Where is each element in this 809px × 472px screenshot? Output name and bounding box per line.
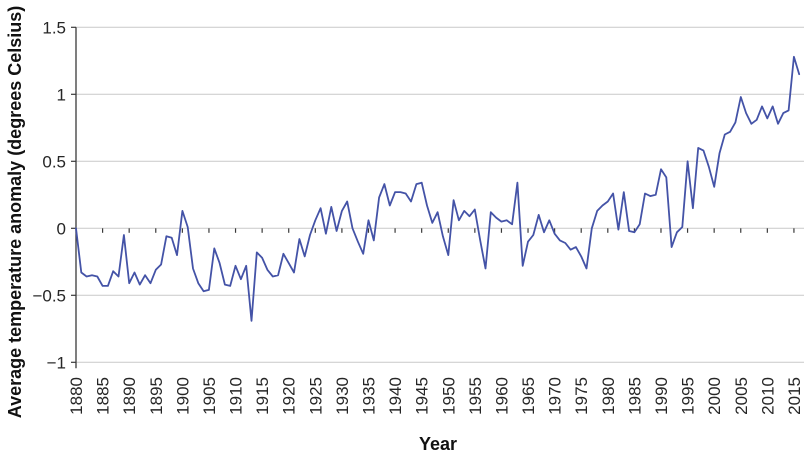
x-tick-label: 1950 bbox=[439, 377, 458, 415]
x-tick-label: 1985 bbox=[625, 377, 644, 415]
x-tick-label: 1905 bbox=[200, 377, 219, 415]
x-tick-label: 1935 bbox=[360, 377, 379, 415]
x-tick-label: 2000 bbox=[705, 377, 724, 415]
x-tick-label: 1920 bbox=[280, 377, 299, 415]
y-tick-label: 0.5 bbox=[42, 152, 66, 171]
x-tick-label: 1885 bbox=[94, 377, 113, 415]
x-tick-label: 1930 bbox=[333, 377, 352, 415]
x-tick-label: 1970 bbox=[546, 377, 565, 415]
x-tick-label: 1890 bbox=[120, 377, 139, 415]
y-tick-label: 1.5 bbox=[42, 18, 66, 37]
x-tick-label: 1925 bbox=[306, 377, 325, 415]
x-tick-label: 1980 bbox=[599, 377, 618, 415]
x-tick-label: 1915 bbox=[253, 377, 272, 415]
x-tick-label: 1955 bbox=[466, 377, 485, 415]
x-tick-labels: 1880 1885 1890 1895 1900 1905 1910 1915 1920 1925… bbox=[67, 377, 804, 415]
gridlines bbox=[76, 26, 804, 363]
y-tick-label: 1 bbox=[57, 85, 66, 104]
x-tick-label: 1880 bbox=[67, 377, 86, 415]
x-tick-label: 2015 bbox=[785, 377, 804, 415]
x-axis-ticks bbox=[75, 228, 795, 233]
x-tick-label: 1900 bbox=[173, 377, 192, 415]
x-tick-label: 1975 bbox=[572, 377, 591, 415]
x-tick-label: 1995 bbox=[679, 377, 698, 415]
y-axis-title: Average temperature anomaly (degrees Cel… bbox=[5, 6, 25, 419]
y-tick-label: 0 bbox=[57, 219, 66, 238]
temperature-line bbox=[75, 55, 801, 322]
y-axis-ticks bbox=[71, 26, 76, 363]
x-tick-label: 1910 bbox=[227, 377, 246, 415]
x-tick-label: 2005 bbox=[732, 377, 751, 415]
x-axis-title: Year bbox=[419, 434, 457, 454]
x-tick-label: 1940 bbox=[386, 377, 405, 415]
x-tick-label: 1990 bbox=[652, 377, 671, 415]
x-tick-label: 1965 bbox=[519, 377, 538, 415]
y-tick-labels: 1.5 1 0.5 0 −0.5 −1 bbox=[32, 18, 66, 372]
x-tick-label: 1945 bbox=[413, 377, 432, 415]
x-tick-label: 2010 bbox=[758, 377, 777, 415]
x-tick-label: 1895 bbox=[147, 377, 166, 415]
y-tick-label: −0.5 bbox=[32, 286, 66, 305]
y-tick-label: −1 bbox=[47, 353, 66, 372]
x-tick-label: 1960 bbox=[492, 377, 511, 415]
